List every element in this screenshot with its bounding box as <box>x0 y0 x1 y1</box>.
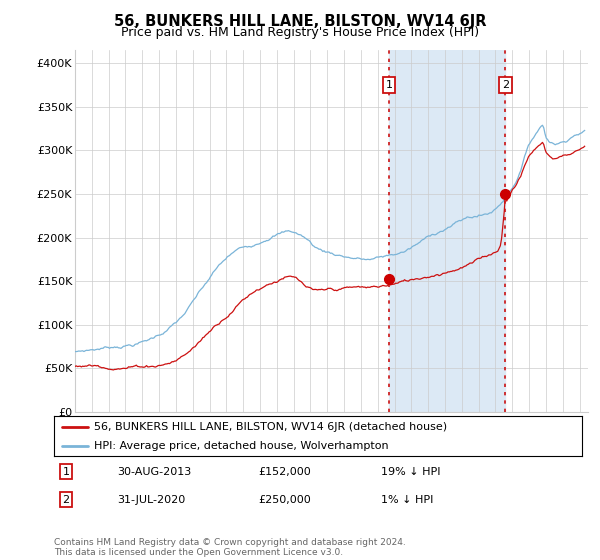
Text: 56, BUNKERS HILL LANE, BILSTON, WV14 6JR: 56, BUNKERS HILL LANE, BILSTON, WV14 6JR <box>114 14 486 29</box>
Text: Price paid vs. HM Land Registry's House Price Index (HPI): Price paid vs. HM Land Registry's House … <box>121 26 479 39</box>
Text: Contains HM Land Registry data © Crown copyright and database right 2024.
This d: Contains HM Land Registry data © Crown c… <box>54 538 406 557</box>
Text: HPI: Average price, detached house, Wolverhampton: HPI: Average price, detached house, Wolv… <box>94 441 388 451</box>
Text: 1: 1 <box>62 466 70 477</box>
Text: £152,000: £152,000 <box>258 466 311 477</box>
Text: 1: 1 <box>385 80 392 90</box>
Text: 2: 2 <box>62 494 70 505</box>
Text: 19% ↓ HPI: 19% ↓ HPI <box>381 466 440 477</box>
Text: 2: 2 <box>502 80 509 90</box>
Text: 1% ↓ HPI: 1% ↓ HPI <box>381 494 433 505</box>
Text: 31-JUL-2020: 31-JUL-2020 <box>117 494 185 505</box>
Text: £250,000: £250,000 <box>258 494 311 505</box>
Bar <box>389 50 505 412</box>
Text: 30-AUG-2013: 30-AUG-2013 <box>117 466 191 477</box>
Text: 56, BUNKERS HILL LANE, BILSTON, WV14 6JR (detached house): 56, BUNKERS HILL LANE, BILSTON, WV14 6JR… <box>94 422 447 432</box>
